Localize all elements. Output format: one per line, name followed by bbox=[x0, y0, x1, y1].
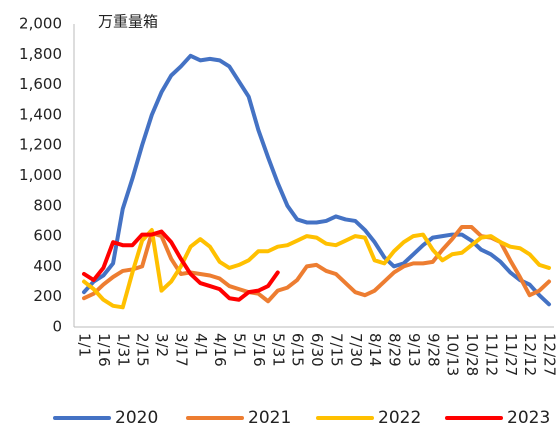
y-tick-label: 800 bbox=[33, 196, 62, 214]
x-tick-label: 5/31 bbox=[269, 333, 287, 367]
x-tick-label: 3/2 bbox=[153, 333, 171, 357]
y-tick-label: 1,200 bbox=[19, 136, 62, 154]
y-tick-label: 1,800 bbox=[19, 45, 62, 63]
x-tick-label: 8/29 bbox=[386, 333, 404, 367]
x-tick-label: 3/17 bbox=[172, 333, 190, 367]
series-line bbox=[82, 228, 551, 310]
x-tick-label: 1/31 bbox=[114, 333, 132, 367]
x-tick-label: 8/14 bbox=[366, 333, 384, 367]
series-line bbox=[82, 53, 551, 307]
y-tick-label: 1,400 bbox=[19, 105, 62, 123]
x-tick-label: 4/1 bbox=[192, 333, 210, 357]
legend-label: 2021 bbox=[248, 408, 291, 428]
y-tick-label: 600 bbox=[33, 227, 62, 245]
x-tick-label: 6/30 bbox=[308, 333, 326, 367]
x-tick-label: 5/1 bbox=[231, 333, 249, 357]
x-tick-label: 9/28 bbox=[424, 333, 442, 367]
x-tick-label: 1/1 bbox=[76, 333, 94, 357]
x-tick-label: 5/16 bbox=[250, 333, 268, 367]
unit-annotation: 万重量箱 bbox=[98, 13, 158, 31]
y-tick-label: 1,000 bbox=[19, 166, 62, 184]
legend-label: 2020 bbox=[115, 408, 158, 428]
y-tick-label: 2,000 bbox=[19, 15, 62, 33]
series-line bbox=[82, 225, 551, 304]
x-tick-label: 2/15 bbox=[134, 333, 152, 367]
x-tick-label: 12/27 bbox=[541, 333, 558, 376]
y-tick-label: 1,600 bbox=[19, 75, 62, 93]
x-tick-label: 12/12 bbox=[521, 333, 539, 376]
y-tick-label: 200 bbox=[33, 287, 62, 305]
x-tick-label: 10/13 bbox=[444, 333, 462, 376]
x-tick-label: 7/15 bbox=[327, 333, 345, 367]
x-tick-label: 1/16 bbox=[95, 333, 113, 367]
y-tick-label: 400 bbox=[33, 257, 62, 275]
x-tick-label: 7/30 bbox=[347, 333, 365, 367]
x-tick-label: 9/13 bbox=[405, 333, 423, 367]
legend-label: 2022 bbox=[378, 408, 421, 428]
y-tick-label: 0 bbox=[52, 318, 62, 336]
x-tick-label: 11/27 bbox=[502, 333, 520, 376]
x-tick-label: 6/15 bbox=[289, 333, 307, 367]
x-tick-label: 4/16 bbox=[211, 333, 229, 367]
series-line bbox=[82, 229, 280, 302]
x-tick-label: 11/12 bbox=[482, 333, 500, 376]
legend-label: 2023 bbox=[507, 408, 550, 428]
x-tick-label: 10/28 bbox=[463, 333, 481, 376]
